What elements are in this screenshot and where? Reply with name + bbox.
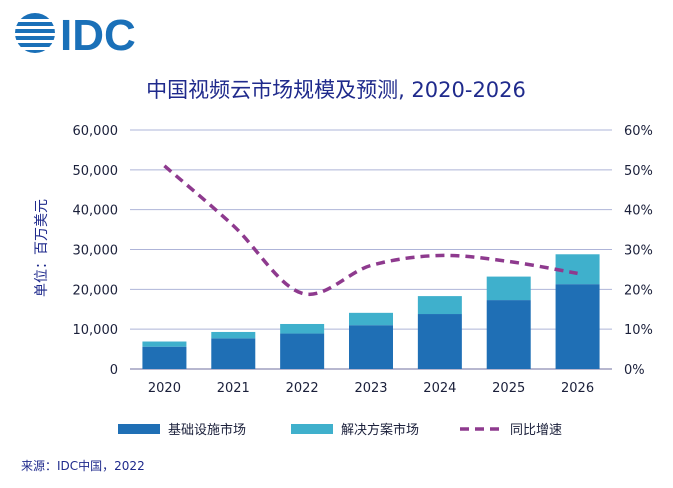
bar-segment [417, 296, 462, 315]
x-tick-label: 2025 [492, 381, 525, 396]
left-tick-label: 50,000 [73, 164, 119, 179]
x-axis-ticks: 2020 2021 2022 2023 2024 2025 2026 [148, 381, 594, 396]
left-tick-label: 60,000 [73, 124, 119, 139]
legend-swatch [118, 424, 160, 434]
source-note: 来源：IDC中国，2022 [21, 458, 145, 473]
bar-segment [211, 331, 256, 339]
bar-segment [142, 346, 187, 369]
right-tick-label: 20% [624, 283, 653, 298]
growth-line-path [163, 164, 578, 297]
bar-segment [349, 312, 393, 326]
right-tick-label: 10% [624, 323, 653, 338]
legend-swatch [291, 424, 333, 434]
left-tick-label: 40,000 [73, 204, 119, 219]
gridlines [130, 129, 612, 370]
x-tick-label: 2024 [423, 381, 456, 396]
idc-logo: IDC [14, 11, 136, 56]
bar-segment [486, 300, 531, 369]
x-tick-label: 2022 [286, 381, 319, 396]
legend: 基础设施市场 解决方案市场 同比增速 [118, 422, 562, 438]
right-tick-label: 60% [624, 124, 653, 139]
x-tick-label: 2021 [217, 381, 250, 396]
bar-segment [555, 284, 600, 369]
bar-segment [280, 333, 325, 369]
y-axis-label: 单位：百万美元 [34, 199, 50, 297]
bar-segment [486, 276, 531, 301]
right-tick-label: 0% [624, 363, 645, 378]
legend-label: 解决方案市场 [341, 422, 419, 438]
right-axis-ticks: 0% 10% 20% 30% 40% 50% 60% [624, 124, 653, 378]
bar-segment [349, 325, 393, 369]
right-tick-label: 40% [624, 204, 653, 219]
logo-text: IDC [60, 11, 136, 56]
left-axis-ticks: 0 10,000 20,000 30,000 40,000 50,000 60,000 [73, 124, 119, 378]
left-tick-label: 30,000 [73, 244, 119, 259]
legend-label: 同比增速 [510, 423, 562, 438]
x-tick-label: 2020 [148, 381, 181, 396]
bar-segment [280, 323, 325, 334]
globe-icon [14, 13, 56, 53]
left-tick-label: 20,000 [73, 283, 119, 298]
legend-label: 基础设施市场 [168, 422, 246, 438]
right-tick-label: 50% [624, 164, 653, 179]
bar-segment [211, 338, 256, 369]
bars [142, 254, 600, 369]
left-tick-label: 10,000 [73, 323, 119, 338]
x-tick-label: 2023 [354, 381, 387, 396]
bar-segment [417, 314, 462, 369]
chart-title: 中国视频云市场规模及预测, 2020-2026 [146, 78, 526, 102]
x-tick-label: 2026 [561, 381, 594, 396]
right-tick-label: 30% [624, 244, 653, 259]
bar-segment [142, 341, 187, 347]
growth-line [163, 164, 578, 297]
left-tick-label: 0 [110, 363, 118, 378]
